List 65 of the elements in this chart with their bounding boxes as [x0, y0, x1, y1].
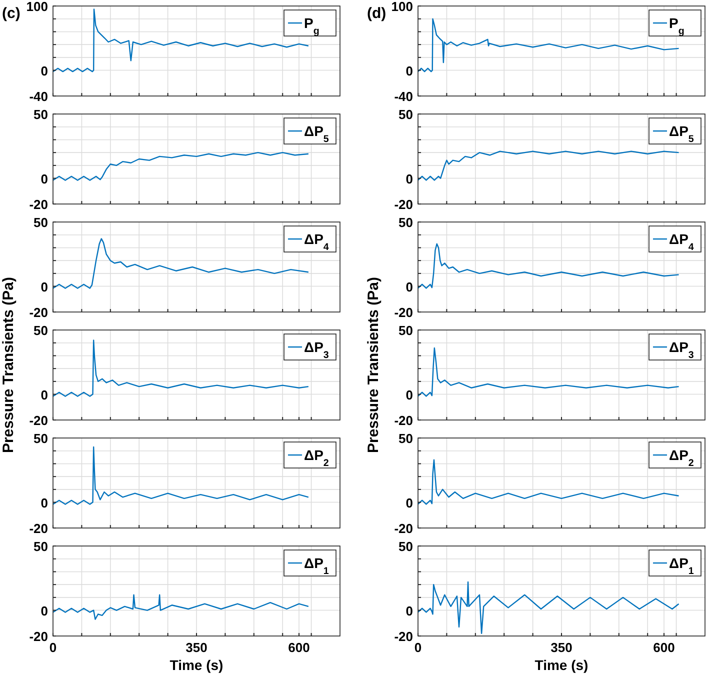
legend-label: ΔP$_{4}$ [304, 231, 330, 252]
line-series [417, 150, 680, 181]
line-series [417, 18, 680, 72]
chart-title: (d) [367, 5, 386, 22]
y-axis-title: Pressure Transients (Pa) [0, 277, 17, 453]
y-tick-label: -40 [394, 89, 413, 104]
y-tick-label: -20 [29, 413, 48, 428]
y-tick-label: 0 [406, 171, 413, 186]
y-tick-label: 0 [40, 279, 48, 294]
y-tick-label: -20 [394, 629, 413, 644]
y-tick-label: 50 [34, 323, 48, 338]
chart-title: (c) [2, 5, 20, 22]
legend-label: P$_{g}$ [669, 15, 684, 36]
legend-label: ΔP$_{3}$ [304, 339, 330, 360]
y-tick-label: 50 [398, 323, 413, 338]
y-tick-label: 0 [406, 63, 413, 78]
legend-label: ΔP$_{5}$ [669, 123, 694, 144]
y-tick-label: 0 [40, 495, 48, 510]
y-tick-label: 100 [391, 0, 413, 14]
legend-label: ΔP$_{1}$ [304, 555, 330, 576]
y-tick-label: 50 [34, 539, 48, 554]
x-tick-label: 600 [653, 640, 675, 655]
y-tick-label: 50 [34, 215, 48, 230]
y-tick-label: -20 [29, 629, 48, 644]
y-tick-label: 0 [406, 387, 413, 402]
x-tick-label: 600 [288, 640, 310, 655]
y-tick-label: 0 [40, 63, 48, 78]
legend-label: ΔP$_{1}$ [669, 555, 694, 576]
line-series [417, 459, 680, 505]
x-axis-title: Time (s) [170, 657, 224, 673]
y-tick-label: 0 [406, 279, 413, 294]
y-tick-label: -20 [29, 305, 48, 320]
y-tick-label: 0 [40, 603, 48, 618]
legend-label: ΔP$_{2}$ [304, 447, 330, 468]
y-tick-label: 50 [398, 107, 413, 122]
y-tick-label: -20 [394, 305, 413, 320]
legend-label: ΔP$_{3}$ [669, 339, 694, 360]
y-tick-label: 50 [34, 107, 48, 122]
line-series [417, 243, 680, 289]
y-tick-label: 50 [34, 431, 48, 446]
line-series [52, 594, 310, 620]
y-tick-label: -20 [394, 413, 413, 428]
y-tick-label: 0 [406, 495, 413, 510]
y-tick-label: 0 [40, 387, 48, 402]
y-tick-label: 100 [26, 0, 48, 14]
line-series [417, 581, 680, 634]
y-tick-label: 50 [398, 215, 413, 230]
y-tick-label: 0 [40, 171, 48, 186]
y-axis-title: Pressure Transients (Pa) [365, 277, 382, 453]
line-series [52, 152, 310, 181]
legend-label: ΔP$_{5}$ [304, 123, 330, 144]
x-tick-label: 350 [186, 640, 208, 655]
y-tick-label: 50 [398, 539, 413, 554]
x-axis-title: Time (s) [534, 657, 588, 673]
x-tick-label: 350 [550, 640, 572, 655]
legend-label: ΔP$_{2}$ [669, 447, 694, 468]
y-tick-label: 50 [398, 431, 413, 446]
y-tick-label: -20 [29, 521, 48, 536]
legend-label: P$_{g}$ [304, 15, 320, 36]
legend-label: ΔP$_{4}$ [669, 231, 694, 252]
y-tick-label: -20 [29, 197, 48, 212]
y-tick-label: 0 [406, 603, 413, 618]
y-tick-label: -20 [394, 521, 413, 536]
y-tick-label: -40 [29, 89, 48, 104]
y-tick-label: -20 [394, 197, 413, 212]
